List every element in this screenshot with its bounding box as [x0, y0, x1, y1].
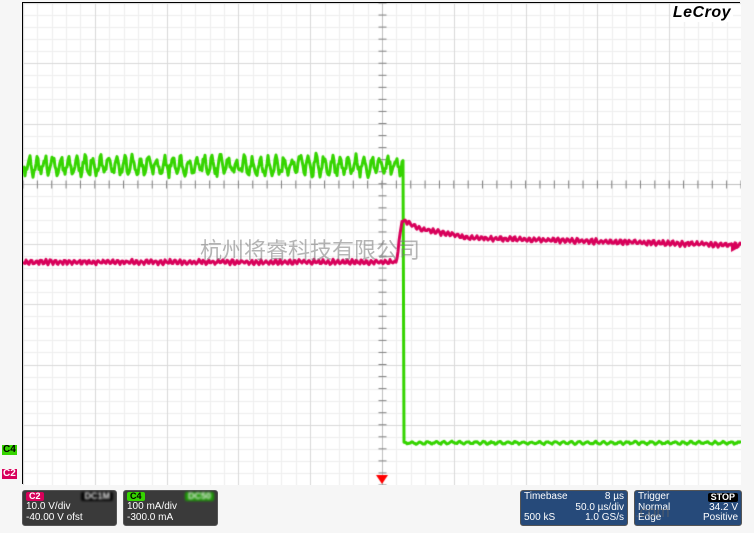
- channel-mode: DC1M: [81, 492, 113, 501]
- oscilloscope-screenshot: LeCroy C4 C2 C2 DC1M 10.0 V/div -40.00 V …: [0, 0, 754, 533]
- ground-tag-c4: C4: [2, 445, 17, 455]
- channel-scale: 100 mA/div: [127, 502, 177, 513]
- panel-spacer: [224, 490, 514, 526]
- trigger-slope: Positive: [703, 513, 738, 524]
- info-panels: C2 DC1M 10.0 V/div -40.00 V ofst C4 DC50…: [22, 490, 742, 526]
- trigger-state: STOP: [708, 493, 738, 502]
- timebase-panel: Timebase 8 µs 50.0 µs/div 500 kS 1.0 GS/…: [520, 490, 628, 526]
- trigger-panel: Trigger STOP Normal 34.2 V Edge Positive: [634, 490, 742, 526]
- timebase-rate: 1.0 GS/s: [585, 513, 624, 524]
- channel-scale: 10.0 V/div: [26, 502, 70, 513]
- channel-offset: -300.0 mA: [127, 513, 173, 524]
- trigger-title: Trigger: [638, 492, 669, 503]
- trigger-type: Edge: [638, 513, 661, 524]
- brand-label: LeCroy: [671, 4, 733, 22]
- channel-panel-c4: C4 DC50 100 mA/div -300.0 mA: [123, 490, 218, 526]
- timebase-delay: 8 µs: [605, 492, 624, 503]
- ground-tag-c2: C2: [2, 469, 17, 479]
- channel-offset: -40.00 V ofst: [26, 513, 83, 524]
- channel-mode: DC50: [185, 492, 214, 501]
- channel-panel-c2: C2 DC1M 10.0 V/div -40.00 V ofst: [22, 490, 117, 526]
- scope-display: LeCroy: [22, 2, 740, 484]
- timebase-title: Timebase: [524, 492, 568, 503]
- traces-layer: [23, 3, 741, 485]
- timebase-samples: 500 kS: [524, 513, 555, 524]
